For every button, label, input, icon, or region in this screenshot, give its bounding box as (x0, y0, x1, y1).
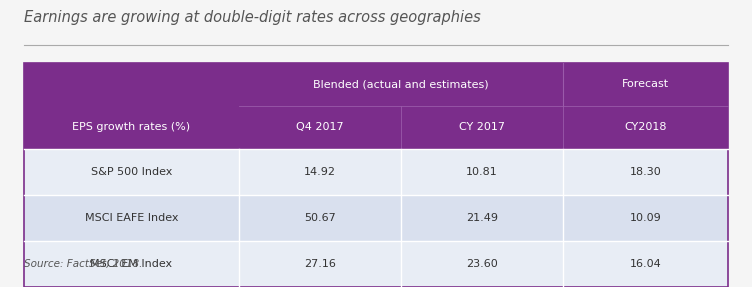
Bar (24, 241, 238, 287)
Bar (238, 149, 401, 195)
Bar (24, 195, 238, 241)
Text: 14.92: 14.92 (304, 167, 335, 177)
Bar (401, 195, 562, 241)
Text: 27.16: 27.16 (304, 259, 335, 269)
Text: 21.49: 21.49 (465, 213, 498, 223)
Text: EPS growth rates (%): EPS growth rates (%) (72, 123, 190, 133)
Text: 16.04: 16.04 (629, 259, 661, 269)
Bar (562, 195, 728, 241)
Text: Blended (actual and estimates): Blended (actual and estimates) (313, 79, 489, 89)
Bar (24, 63, 238, 106)
Text: Forecast: Forecast (622, 79, 669, 89)
Bar (238, 195, 401, 241)
Text: 10.09: 10.09 (629, 213, 661, 223)
Text: 23.60: 23.60 (465, 259, 498, 269)
Bar (238, 106, 401, 149)
Bar (401, 241, 562, 287)
Bar (562, 106, 728, 149)
Bar (562, 241, 728, 287)
Text: 10.81: 10.81 (465, 167, 498, 177)
Text: 50.67: 50.67 (304, 213, 335, 223)
Text: CY 2017: CY 2017 (459, 123, 505, 133)
Text: Earnings are growing at double-digit rates across geographies: Earnings are growing at double-digit rat… (24, 10, 481, 25)
Bar (238, 241, 401, 287)
Text: MSCI EM Index: MSCI EM Index (90, 259, 172, 269)
Bar (401, 106, 562, 149)
Bar (24, 149, 238, 195)
Bar (24, 106, 238, 149)
Text: MSCI EAFE Index: MSCI EAFE Index (84, 213, 178, 223)
Text: Source: FactSet, 2018.: Source: FactSet, 2018. (24, 259, 142, 269)
Bar (562, 149, 728, 195)
Text: CY2018: CY2018 (624, 123, 666, 133)
Text: Q4 2017: Q4 2017 (296, 123, 344, 133)
Bar (238, 63, 562, 106)
Bar (24, 63, 728, 287)
Text: S&P 500 Index: S&P 500 Index (90, 167, 172, 177)
Bar (562, 63, 728, 106)
Text: 18.30: 18.30 (629, 167, 661, 177)
Bar (401, 149, 562, 195)
